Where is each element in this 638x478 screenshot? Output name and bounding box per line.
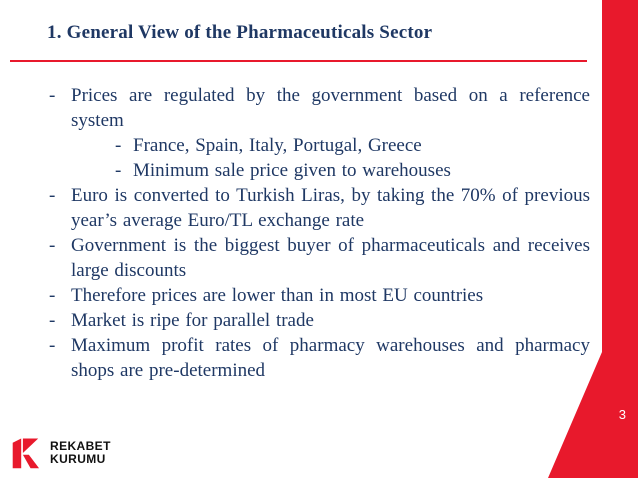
rekabet-kurumu-logo: REKABET KURUMU bbox=[10, 436, 111, 470]
bullet-text: Government is the biggest buyer of pharm… bbox=[71, 235, 590, 281]
bullet-marker: - bbox=[49, 335, 56, 356]
bullet-item: - Market is ripe for parallel trade bbox=[45, 308, 590, 333]
red-ribbon-shape bbox=[548, 0, 638, 478]
page-number: 3 bbox=[618, 407, 626, 422]
bullet-item: - Euro is converted to Turkish Liras, by… bbox=[45, 183, 590, 233]
logo-text-line1: REKABET bbox=[50, 439, 111, 453]
bullet-text: Euro is converted to Turkish Liras, by t… bbox=[71, 185, 590, 231]
bullet-text: Therefore prices are lower than in most … bbox=[71, 285, 484, 306]
rekabet-logo-icon bbox=[12, 438, 40, 469]
bullet-text: France, Spain, Italy, Portugal, Greece bbox=[133, 135, 422, 156]
bullet-marker: - bbox=[49, 85, 56, 106]
bullet-text: Minimum sale price given to warehouses bbox=[133, 160, 451, 181]
bullet-marker: - bbox=[49, 235, 56, 256]
bullet-item: - Maximum profit rates of pharmacy wareh… bbox=[45, 333, 590, 383]
bullet-text: Market is ripe for parallel trade bbox=[71, 310, 314, 331]
logo-text-line2: KURUMU bbox=[50, 452, 106, 466]
bullet-item: - Government is the biggest buyer of pha… bbox=[45, 233, 590, 283]
bullet-item: - France, Spain, Italy, Portugal, Greece bbox=[111, 133, 590, 158]
bullet-text: Prices are regulated by the government b… bbox=[71, 85, 590, 131]
bullet-marker: - bbox=[115, 160, 122, 181]
slide-body: - Prices are regulated by the government… bbox=[45, 83, 590, 383]
title-underline bbox=[10, 60, 587, 62]
bullet-text: Maximum profit rates of pharmacy warehou… bbox=[71, 335, 590, 381]
logo-text: REKABET KURUMU bbox=[50, 440, 111, 466]
slide-title: 1. General View of the Pharmaceuticals S… bbox=[47, 22, 433, 43]
bullet-item: - Therefore prices are lower than in mos… bbox=[45, 283, 590, 308]
bullet-marker: - bbox=[49, 310, 56, 331]
bullet-marker: - bbox=[115, 135, 122, 156]
bullet-item: - Minimum sale price given to warehouses bbox=[111, 158, 590, 183]
bullet-marker: - bbox=[49, 185, 56, 206]
bullet-item: - Prices are regulated by the government… bbox=[45, 83, 590, 133]
bullet-marker: - bbox=[49, 285, 56, 306]
